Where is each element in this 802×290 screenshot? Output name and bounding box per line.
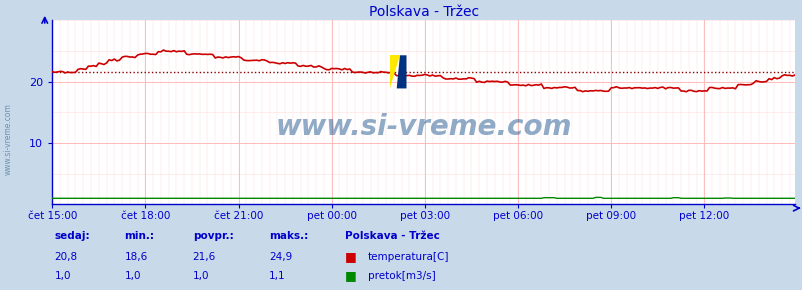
Text: ■: ■ — [345, 250, 357, 262]
Text: Polskava - Tržec: Polskava - Tržec — [345, 231, 439, 241]
Polygon shape — [396, 55, 406, 88]
Text: ■: ■ — [345, 269, 357, 282]
Polygon shape — [390, 55, 399, 88]
Text: povpr.:: povpr.: — [192, 231, 233, 241]
Text: 1,0: 1,0 — [124, 271, 141, 281]
Text: www.si-vreme.com: www.si-vreme.com — [275, 113, 571, 141]
Text: maks.:: maks.: — [269, 231, 308, 241]
Text: www.si-vreme.com: www.si-vreme.com — [3, 103, 13, 175]
Text: 1,1: 1,1 — [269, 271, 286, 281]
Title: Polskava - Tržec: Polskava - Tržec — [368, 5, 478, 19]
Text: 20,8: 20,8 — [55, 251, 78, 262]
Text: sedaj:: sedaj: — [55, 231, 90, 241]
Text: pretok[m3/s]: pretok[m3/s] — [367, 271, 435, 281]
Text: 1,0: 1,0 — [192, 271, 209, 281]
Text: temperatura[C]: temperatura[C] — [367, 251, 448, 262]
Text: min.:: min.: — [124, 231, 154, 241]
Text: 1,0: 1,0 — [55, 271, 71, 281]
Polygon shape — [396, 55, 406, 88]
Text: 24,9: 24,9 — [269, 251, 292, 262]
Text: 18,6: 18,6 — [124, 251, 148, 262]
Text: 21,6: 21,6 — [192, 251, 216, 262]
